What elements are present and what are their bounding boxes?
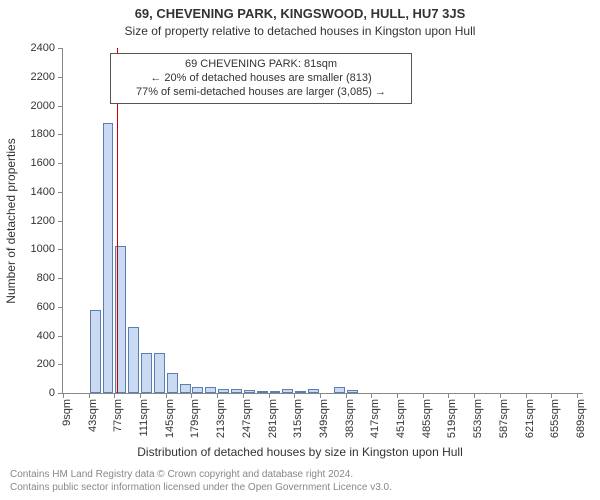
- histogram-bar: [244, 390, 255, 393]
- x-tick-label: 77sqm: [112, 399, 124, 432]
- y-tick-label: 1400: [31, 186, 55, 198]
- histogram-bar: [180, 384, 191, 393]
- annotation-line: 77% of semi-detached houses are larger (…: [121, 86, 401, 100]
- histogram-bar: [282, 389, 293, 393]
- y-tick: [58, 364, 63, 365]
- x-tick: [89, 393, 90, 398]
- x-tick-label: 349sqm: [318, 399, 330, 438]
- y-tick-label: 2200: [31, 71, 55, 83]
- y-tick-label: 1000: [31, 243, 55, 255]
- x-tick: [320, 393, 321, 398]
- x-tick-label: 383sqm: [344, 399, 356, 438]
- x-tick: [140, 393, 141, 398]
- x-tick-label: 485sqm: [421, 399, 433, 438]
- y-tick: [58, 48, 63, 49]
- y-tick-label: 1600: [31, 157, 55, 169]
- x-tick: [526, 393, 527, 398]
- x-tick-label: 9sqm: [61, 399, 73, 426]
- histogram-bar: [347, 390, 358, 393]
- x-tick: [551, 393, 552, 398]
- x-tick: [63, 393, 64, 398]
- y-tick: [58, 106, 63, 107]
- y-tick: [58, 192, 63, 193]
- x-tick-label: 247sqm: [241, 399, 253, 438]
- x-tick-label: 519sqm: [446, 399, 458, 438]
- x-tick: [397, 393, 398, 398]
- y-tick-label: 2400: [31, 42, 55, 54]
- annotation-box: 69 CHEVENING PARK: 81sqm← 20% of detache…: [110, 53, 412, 104]
- y-tick-label: 800: [37, 272, 55, 284]
- x-tick-label: 689sqm: [575, 399, 587, 438]
- x-tick: [191, 393, 192, 398]
- y-axis-label: Number of detached properties: [4, 138, 18, 303]
- x-tick: [243, 393, 244, 398]
- annotation-line: ← 20% of detached houses are smaller (81…: [121, 72, 401, 86]
- y-tick-label: 1200: [31, 215, 55, 227]
- histogram-bar: [308, 389, 319, 393]
- y-tick-label: 2000: [31, 100, 55, 112]
- y-tick-label: 0: [49, 387, 55, 399]
- y-tick-label: 1800: [31, 128, 55, 140]
- footer-attribution: Contains HM Land Registry data © Crown c…: [10, 469, 392, 494]
- x-tick-label: 179sqm: [189, 399, 201, 438]
- x-tick: [448, 393, 449, 398]
- histogram-bar: [334, 387, 345, 393]
- x-tick-label: 621sqm: [524, 399, 536, 438]
- x-axis-label: Distribution of detached houses by size …: [0, 445, 600, 459]
- histogram-bar: [141, 353, 152, 393]
- x-tick: [114, 393, 115, 398]
- histogram-bar: [270, 391, 281, 393]
- x-tick: [577, 393, 578, 398]
- y-tick-label: 400: [37, 330, 55, 342]
- histogram-bar: [192, 387, 203, 393]
- x-tick: [474, 393, 475, 398]
- y-tick: [58, 221, 63, 222]
- x-tick: [294, 393, 295, 398]
- x-tick-label: 655sqm: [549, 399, 561, 438]
- x-tick-label: 111sqm: [138, 399, 150, 437]
- x-tick-label: 587sqm: [498, 399, 510, 438]
- y-tick: [58, 278, 63, 279]
- y-tick: [58, 134, 63, 135]
- y-tick: [58, 307, 63, 308]
- y-tick-label: 600: [37, 301, 55, 313]
- x-tick-label: 451sqm: [395, 399, 407, 438]
- footer-line: Contains public sector information licen…: [10, 482, 392, 495]
- page-subtitle: Size of property relative to detached ho…: [0, 24, 600, 38]
- chart-container: 69, CHEVENING PARK, KINGSWOOD, HULL, HU7…: [0, 0, 600, 500]
- x-tick-label: 315sqm: [292, 399, 304, 438]
- histogram-bar: [218, 389, 229, 393]
- histogram-bar: [205, 387, 216, 393]
- histogram-bar: [103, 123, 114, 393]
- histogram-bar: [90, 310, 101, 393]
- histogram-bar: [257, 391, 268, 393]
- y-tick: [58, 249, 63, 250]
- histogram-bar: [167, 373, 178, 393]
- x-tick: [371, 393, 372, 398]
- x-tick-label: 281sqm: [267, 399, 279, 438]
- x-tick-label: 553sqm: [472, 399, 484, 438]
- x-tick: [346, 393, 347, 398]
- x-tick: [166, 393, 167, 398]
- y-tick: [58, 77, 63, 78]
- histogram-bar: [154, 353, 165, 393]
- y-tick: [58, 336, 63, 337]
- histogram-bar: [295, 391, 306, 393]
- x-tick-label: 43sqm: [87, 399, 99, 432]
- y-tick: [58, 163, 63, 164]
- x-tick: [217, 393, 218, 398]
- x-tick-label: 145sqm: [164, 399, 176, 438]
- x-tick: [269, 393, 270, 398]
- x-tick-label: 213sqm: [215, 399, 227, 438]
- x-tick: [423, 393, 424, 398]
- x-tick-label: 417sqm: [369, 399, 381, 438]
- histogram-bar: [128, 327, 139, 393]
- histogram-bar: [231, 389, 242, 393]
- page-title: 69, CHEVENING PARK, KINGSWOOD, HULL, HU7…: [0, 6, 600, 21]
- x-tick: [500, 393, 501, 398]
- annotation-line: 69 CHEVENING PARK: 81sqm: [121, 58, 401, 72]
- footer-line: Contains HM Land Registry data © Crown c…: [10, 469, 392, 482]
- y-tick-label: 200: [37, 358, 55, 370]
